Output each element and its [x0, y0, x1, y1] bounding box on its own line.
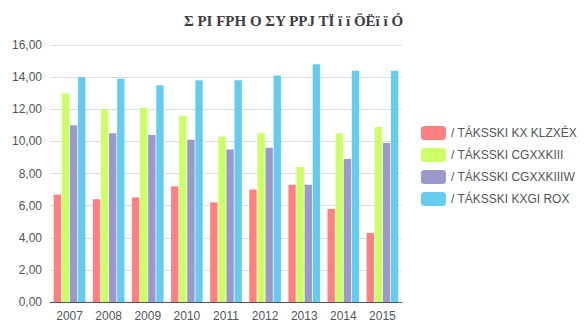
svg-text:10,00: 10,00	[12, 134, 42, 148]
svg-text:2008: 2008	[95, 309, 122, 323]
svg-text:/ TÁKSSKI CGXXKIII: / TÁKSSKI CGXXKIII	[451, 147, 563, 162]
svg-text:/ TÁKSSKI KX KLZXÉX: / TÁKSSKI KX KLZXÉX	[451, 125, 577, 140]
svg-text:6,00: 6,00	[19, 199, 43, 213]
svg-text:/ TÁKSSKI KXGI ROX: / TÁKSSKI KXGI ROX	[451, 191, 569, 206]
svg-text:Σ PI FPH O ΣY PPJ TÏ ï ï ÖËï ï: Σ PI FPH O ΣY PPJ TÏ ï ï ÖËï ï Ó	[184, 13, 403, 29]
svg-text:2007: 2007	[56, 309, 83, 323]
svg-text:2009: 2009	[134, 309, 161, 323]
svg-text:2011: 2011	[213, 309, 239, 323]
svg-text:14,00: 14,00	[12, 70, 42, 84]
svg-text:12,00: 12,00	[12, 102, 42, 116]
svg-text:2,00: 2,00	[19, 263, 43, 277]
svg-text:/ TÁKSSKI CGXXKIIIW: / TÁKSSKI CGXXKIIIW	[451, 169, 575, 184]
svg-text:4,00: 4,00	[19, 231, 43, 245]
svg-text:16,00: 16,00	[12, 38, 42, 52]
svg-text:2012: 2012	[252, 309, 279, 323]
svg-text:0,00: 0,00	[19, 295, 43, 309]
svg-text:2014: 2014	[330, 309, 357, 323]
svg-text:2010: 2010	[174, 309, 201, 323]
svg-text:8,00: 8,00	[19, 167, 43, 181]
svg-text:2013: 2013	[291, 309, 318, 323]
svg-text:2015: 2015	[369, 309, 396, 323]
